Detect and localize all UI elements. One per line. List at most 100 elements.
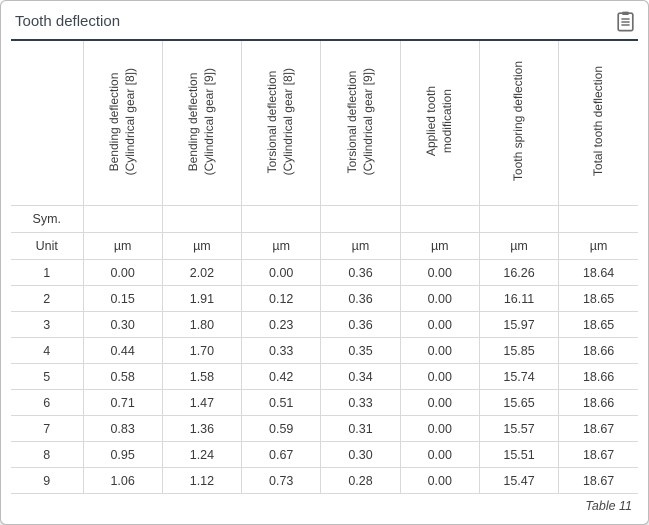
column-header-text: Torsional deflection (Cylindrical gear [8… [265, 68, 297, 175]
cell [241, 205, 321, 233]
column-header-text: Bending deflection (Cylindrical gear [9]) [186, 68, 218, 175]
column-header: Torsional deflection (Cylindrical gear [9… [320, 41, 401, 206]
cell: 0.44 [82, 337, 163, 364]
column-header: Bending deflection (Cylindrical gear [9]) [161, 41, 242, 206]
cell: 0.30 [82, 311, 163, 338]
cell: 0.23 [241, 311, 321, 338]
copy-report-button[interactable] [617, 11, 634, 32]
cell: 1.70 [161, 337, 242, 364]
column-header: Tooth spring deflection [478, 41, 559, 206]
cell: 18.67 [558, 467, 638, 494]
cell: 0.33 [320, 389, 401, 416]
cell: 15.51 [478, 441, 559, 468]
cell: 15.65 [478, 389, 559, 416]
table-row: Sym. [11, 205, 638, 233]
cell: 18.67 [558, 441, 638, 468]
cell: 0.71 [82, 389, 163, 416]
cell: 0.36 [320, 285, 401, 312]
cell: 0.58 [82, 363, 163, 390]
row-label: 6 [11, 389, 83, 416]
table-header: Bending deflection (Cylindrical gear [8])… [11, 41, 638, 206]
cell: 15.47 [478, 467, 559, 494]
row-label: 3 [11, 311, 83, 338]
cell: 18.64 [558, 259, 638, 286]
cell: 18.67 [558, 415, 638, 442]
cell: 0.34 [320, 363, 401, 390]
cell: 0.00 [241, 259, 321, 286]
cell: 0.00 [399, 415, 480, 442]
table-row: 8 0.95 1.24 0.67 0.30 0.00 15.51 18.67 [11, 441, 638, 468]
row-label: 7 [11, 415, 83, 442]
column-header-line: (Cylindrical gear [9]) [360, 67, 375, 176]
row-label: 2 [11, 285, 83, 312]
cell: 0.95 [82, 441, 163, 468]
cell: 1.91 [161, 285, 242, 312]
cell: 18.65 [558, 311, 638, 338]
table-row: 5 0.58 1.58 0.42 0.34 0.00 15.74 18.66 [11, 363, 638, 390]
cell: µm [399, 232, 480, 260]
cell: µm [558, 232, 638, 260]
row-label: 1 [11, 259, 83, 286]
column-header-line: (Cylindrical gear [8]) [281, 67, 296, 176]
cell: 0.00 [399, 441, 480, 468]
cell: 1.58 [161, 363, 242, 390]
table-footer: Table 11 [1, 494, 648, 524]
column-header-line: Total tooth deflection [590, 66, 605, 177]
column-header-text: Tooth spring deflection [511, 61, 527, 181]
cell [399, 205, 480, 233]
cell [82, 205, 163, 233]
column-header-line: Tooth spring deflection [511, 61, 526, 182]
column-header-line: modification [439, 89, 454, 154]
cell: µm [161, 232, 242, 260]
cell: 0.15 [82, 285, 163, 312]
column-header-line: (Cylindrical gear [9]) [201, 67, 216, 176]
cell: 18.66 [558, 363, 638, 390]
cell: 15.57 [478, 415, 559, 442]
table-row: 6 0.71 1.47 0.51 0.33 0.00 15.65 18.66 [11, 389, 638, 416]
page-title: Tooth deflection [15, 13, 121, 30]
column-header: Applied tooth modification [399, 41, 480, 206]
cell: 0.00 [399, 311, 480, 338]
table-row: 3 0.30 1.80 0.23 0.36 0.00 15.97 18.65 [11, 311, 638, 338]
cell: 0.83 [82, 415, 163, 442]
cell: 15.74 [478, 363, 559, 390]
table-row: 1 0.00 2.02 0.00 0.36 0.00 16.26 18.64 [11, 259, 638, 286]
column-header-line: Bending deflection [106, 72, 121, 171]
cell: 0.28 [320, 467, 401, 494]
clipboard-icon [617, 11, 634, 32]
column-header: Torsional deflection (Cylindrical gear [8… [241, 41, 321, 206]
column-header-text: Bending deflection (Cylindrical gear [8]) [107, 68, 139, 175]
cell: 16.11 [478, 285, 559, 312]
cell: 0.30 [320, 441, 401, 468]
cell: 1.12 [161, 467, 242, 494]
table-row: 2 0.15 1.91 0.12 0.36 0.00 16.11 18.65 [11, 285, 638, 312]
column-header: Bending deflection (Cylindrical gear [8]) [82, 41, 163, 206]
cell: 1.24 [161, 441, 242, 468]
cell: 1.06 [82, 467, 163, 494]
column-header: Total tooth deflection [558, 41, 638, 206]
row-label: Unit [11, 232, 83, 260]
table-row: 4 0.44 1.70 0.33 0.35 0.00 15.85 18.66 [11, 337, 638, 364]
cell: µm [241, 232, 321, 260]
cell: 0.36 [320, 259, 401, 286]
cell: 0.35 [320, 337, 401, 364]
cell [558, 205, 638, 233]
cell: 0.00 [82, 259, 163, 286]
column-header-line: (Cylindrical gear [8]) [122, 67, 137, 176]
cell: 15.85 [478, 337, 559, 364]
column-header-line: Torsional deflection [265, 70, 280, 173]
tooth-deflection-table: Bending deflection (Cylindrical gear [8])… [11, 41, 638, 494]
cell: 1.80 [161, 311, 242, 338]
cell: 18.66 [558, 337, 638, 364]
cell: 0.59 [241, 415, 321, 442]
row-label: Sym. [11, 205, 83, 233]
row-label: 5 [11, 363, 83, 390]
cell: 0.00 [399, 363, 480, 390]
cell: 0.31 [320, 415, 401, 442]
cell: 0.33 [241, 337, 321, 364]
table-row: 7 0.83 1.36 0.59 0.31 0.00 15.57 18.67 [11, 415, 638, 442]
cell: 0.00 [399, 285, 480, 312]
column-header-line: Bending deflection [186, 72, 201, 171]
cell: 0.12 [241, 285, 321, 312]
